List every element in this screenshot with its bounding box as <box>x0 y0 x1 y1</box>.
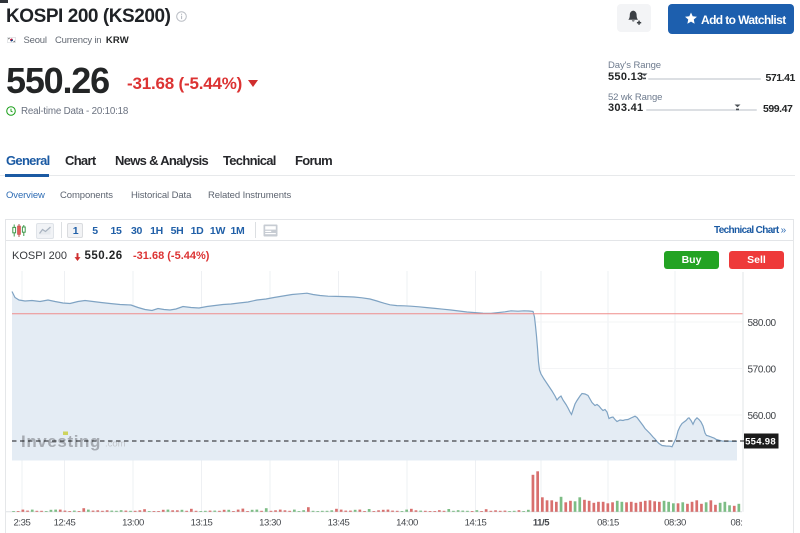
svg-text:08:15: 08:15 <box>597 518 619 529</box>
svg-text:554.98: 554.98 <box>745 436 776 447</box>
svg-text:580.00: 580.00 <box>748 318 777 329</box>
svg-text:12:45: 12:45 <box>54 518 76 529</box>
svg-text:08:30: 08:30 <box>664 518 686 529</box>
svg-text:13:45: 13:45 <box>328 518 350 529</box>
svg-text:560.00: 560.00 <box>748 411 777 422</box>
svg-text:.com: .com <box>105 439 126 450</box>
svg-text:08:: 08: <box>730 518 742 529</box>
svg-text:13:00: 13:00 <box>122 518 144 529</box>
svg-text:2:35: 2:35 <box>14 518 31 529</box>
svg-text:14:15: 14:15 <box>465 518 487 529</box>
svg-text:14:00: 14:00 <box>396 518 418 529</box>
svg-text:13:30: 13:30 <box>259 518 281 529</box>
svg-text:570.00: 570.00 <box>748 364 777 375</box>
svg-text:13:15: 13:15 <box>191 518 213 529</box>
svg-text:11/5: 11/5 <box>533 518 550 529</box>
